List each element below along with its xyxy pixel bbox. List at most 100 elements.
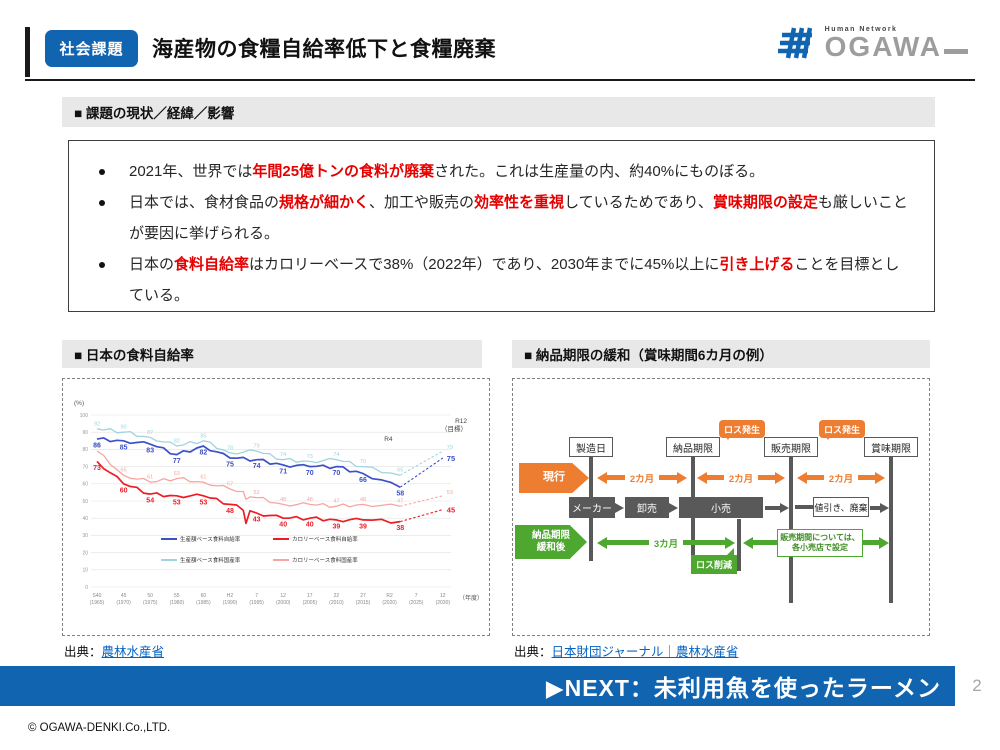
bullet-dot-icon [99,169,105,175]
source-prefix: 出典： [514,645,552,659]
svg-text:生産額ベース食料自給率: 生産額ベース食料自給率 [180,535,241,543]
svg-text:(2000): (2000) [276,600,291,606]
svg-text:(1995): (1995) [249,600,264,606]
chart-source: 出典：農林水産省 [64,641,164,660]
svg-text:38: 38 [396,525,404,532]
svg-text:79: 79 [254,444,260,450]
svg-text:45: 45 [447,506,455,515]
svg-text:48: 48 [360,497,366,503]
svg-text:61: 61 [147,475,153,481]
svg-text:74: 74 [280,452,286,458]
svg-text:78: 78 [227,445,233,451]
svg-text:45: 45 [121,593,127,599]
svg-text:63: 63 [174,471,180,477]
source-link[interactable]: 日本財団ジャーナル｜農林水産省 [551,645,739,659]
svg-text:47: 47 [333,499,339,505]
ogawa-mark-icon [777,27,812,59]
svg-text:7: 7 [255,593,258,599]
chart-panel: 0 10 20 30 40 50 60 70 80 90 100 (%) S40 (1965) 45 (197… [62,378,490,636]
svg-text:92: 92 [94,421,100,427]
svg-text:0: 0 [85,585,88,591]
svg-text:82: 82 [174,438,180,444]
svg-text:53: 53 [447,490,453,496]
milestone-delivery-deadline: 納品期限 [666,437,720,457]
milestone-sale-deadline: 販売期限 [764,437,818,457]
svg-text:70: 70 [360,459,366,465]
svg-text:27: 27 [360,593,366,599]
svg-text:48: 48 [307,497,313,503]
logo-brand: OGAWA [824,30,942,62]
source-link[interactable]: 農林水産省 [101,645,165,659]
svg-text:（年度）: （年度） [459,594,483,602]
svg-text:53: 53 [200,499,208,506]
svg-text:S40: S40 [93,593,102,599]
svg-text:カロリーベース食料国産率: カロリーベース食料国産率 [292,556,358,564]
svg-text:60: 60 [82,482,88,488]
relaxed-span-arrow: 3カ月 [597,535,736,550]
svg-text:55: 55 [174,593,180,599]
bullet-item: 日本では、食材食品の規格が細かく、加工や販売の効率性を重視しているためであり、賞… [69,187,908,249]
svg-text:70: 70 [333,470,341,477]
svg-text:50: 50 [82,499,88,505]
svg-text:77: 77 [173,458,181,465]
loss-reduction-callout: ロス削減 [691,548,737,574]
svg-text:73: 73 [307,454,313,460]
bullet-dot-icon [99,200,105,206]
svg-text:(2025): (2025) [409,600,424,606]
bullet-item: 日本の食料自給率はカロリーベースで38%（2022年）であり、2030年までに4… [69,249,908,311]
svg-text:65: 65 [121,468,127,474]
chain-arrow [765,502,789,513]
svg-text:85: 85 [120,444,128,451]
svg-text:53: 53 [173,499,181,506]
svg-text:(%): (%) [74,400,84,407]
svg-text:50: 50 [147,593,153,599]
svg-text:57: 57 [227,481,233,487]
chain-arrow [870,502,889,513]
svg-text:47: 47 [397,499,403,505]
current-span-arrow: 2カ月 [697,470,786,485]
svg-text:(2015): (2015) [356,600,371,606]
svg-text:39: 39 [333,523,341,530]
svg-text:85: 85 [200,433,206,439]
category-badge: 社会課題 [45,30,138,67]
svg-text:70: 70 [82,464,88,470]
svg-text:H2: H2 [227,593,234,599]
svg-text:R4: R4 [384,436,393,443]
svg-text:R2: R2 [386,593,393,599]
logo-dash [944,48,968,54]
chain-maker: メーカー [569,497,615,518]
next-topic-bar: ▶NEXT：未利用魚を使ったラーメン [0,666,955,706]
svg-text:10: 10 [82,568,88,574]
svg-text:40: 40 [306,522,314,529]
svg-text:60: 60 [201,593,207,599]
svg-text:(1965): (1965) [90,600,105,606]
delivery-deadline-diagram: 製造日 納品期限 販売期限 賞味期限 ロス発生 ロス発生 現行 2カ月 2カ月 … [513,379,929,635]
svg-text:83: 83 [146,448,154,455]
svg-text:30: 30 [82,533,88,539]
header-divider [25,79,975,81]
section-heading-diagram: ■ 納品期限の緩和（賞味期間6カ月の例） [512,340,930,368]
svg-text:(1985): (1985) [196,600,211,606]
svg-text:58: 58 [396,491,404,498]
svg-text:79: 79 [447,445,453,451]
header-accent-bar [25,27,30,77]
svg-text:75: 75 [226,462,234,469]
svg-text:80: 80 [82,447,88,453]
svg-text:90: 90 [82,430,88,436]
svg-text:48: 48 [226,508,234,515]
svg-text:86: 86 [93,443,101,450]
page-number: 2 [972,676,982,695]
svg-text:(1980): (1980) [170,600,185,606]
svg-text:R12: R12 [455,418,467,425]
retail-period-note: 販売期間については、 各小売店で設定 [777,529,863,557]
svg-text:17: 17 [307,593,313,599]
svg-text:(1990): (1990) [223,600,238,606]
svg-text:40: 40 [82,516,88,522]
span-label: 2カ月 [823,470,859,485]
ogawa-logo: Human Network OGAWA [777,24,968,62]
svg-text:(1970): (1970) [116,600,131,606]
page-title: 海産物の食糧自給率低下と食糧廃棄 [152,38,496,61]
diagram-panel: 製造日 納品期限 販売期限 賞味期限 ロス発生 ロス発生 現行 2カ月 2カ月 … [512,378,930,636]
loss-occurs-callout: ロス発生 [719,420,765,440]
